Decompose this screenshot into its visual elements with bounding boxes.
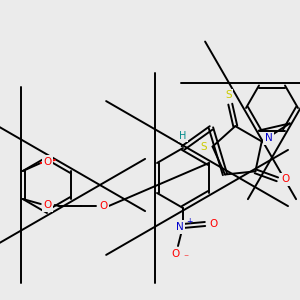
Text: H: H [179, 131, 187, 141]
Text: O: O [171, 249, 179, 259]
Text: O: O [44, 157, 52, 167]
Text: N: N [265, 134, 273, 143]
Text: N: N [176, 222, 184, 232]
Text: O: O [209, 219, 217, 229]
Text: O: O [44, 200, 52, 210]
Text: +: + [186, 217, 192, 226]
Text: O: O [100, 201, 108, 211]
Text: S: S [200, 142, 207, 152]
Text: ⁻: ⁻ [183, 253, 189, 263]
Text: S: S [225, 90, 232, 100]
Text: O: O [281, 174, 290, 184]
